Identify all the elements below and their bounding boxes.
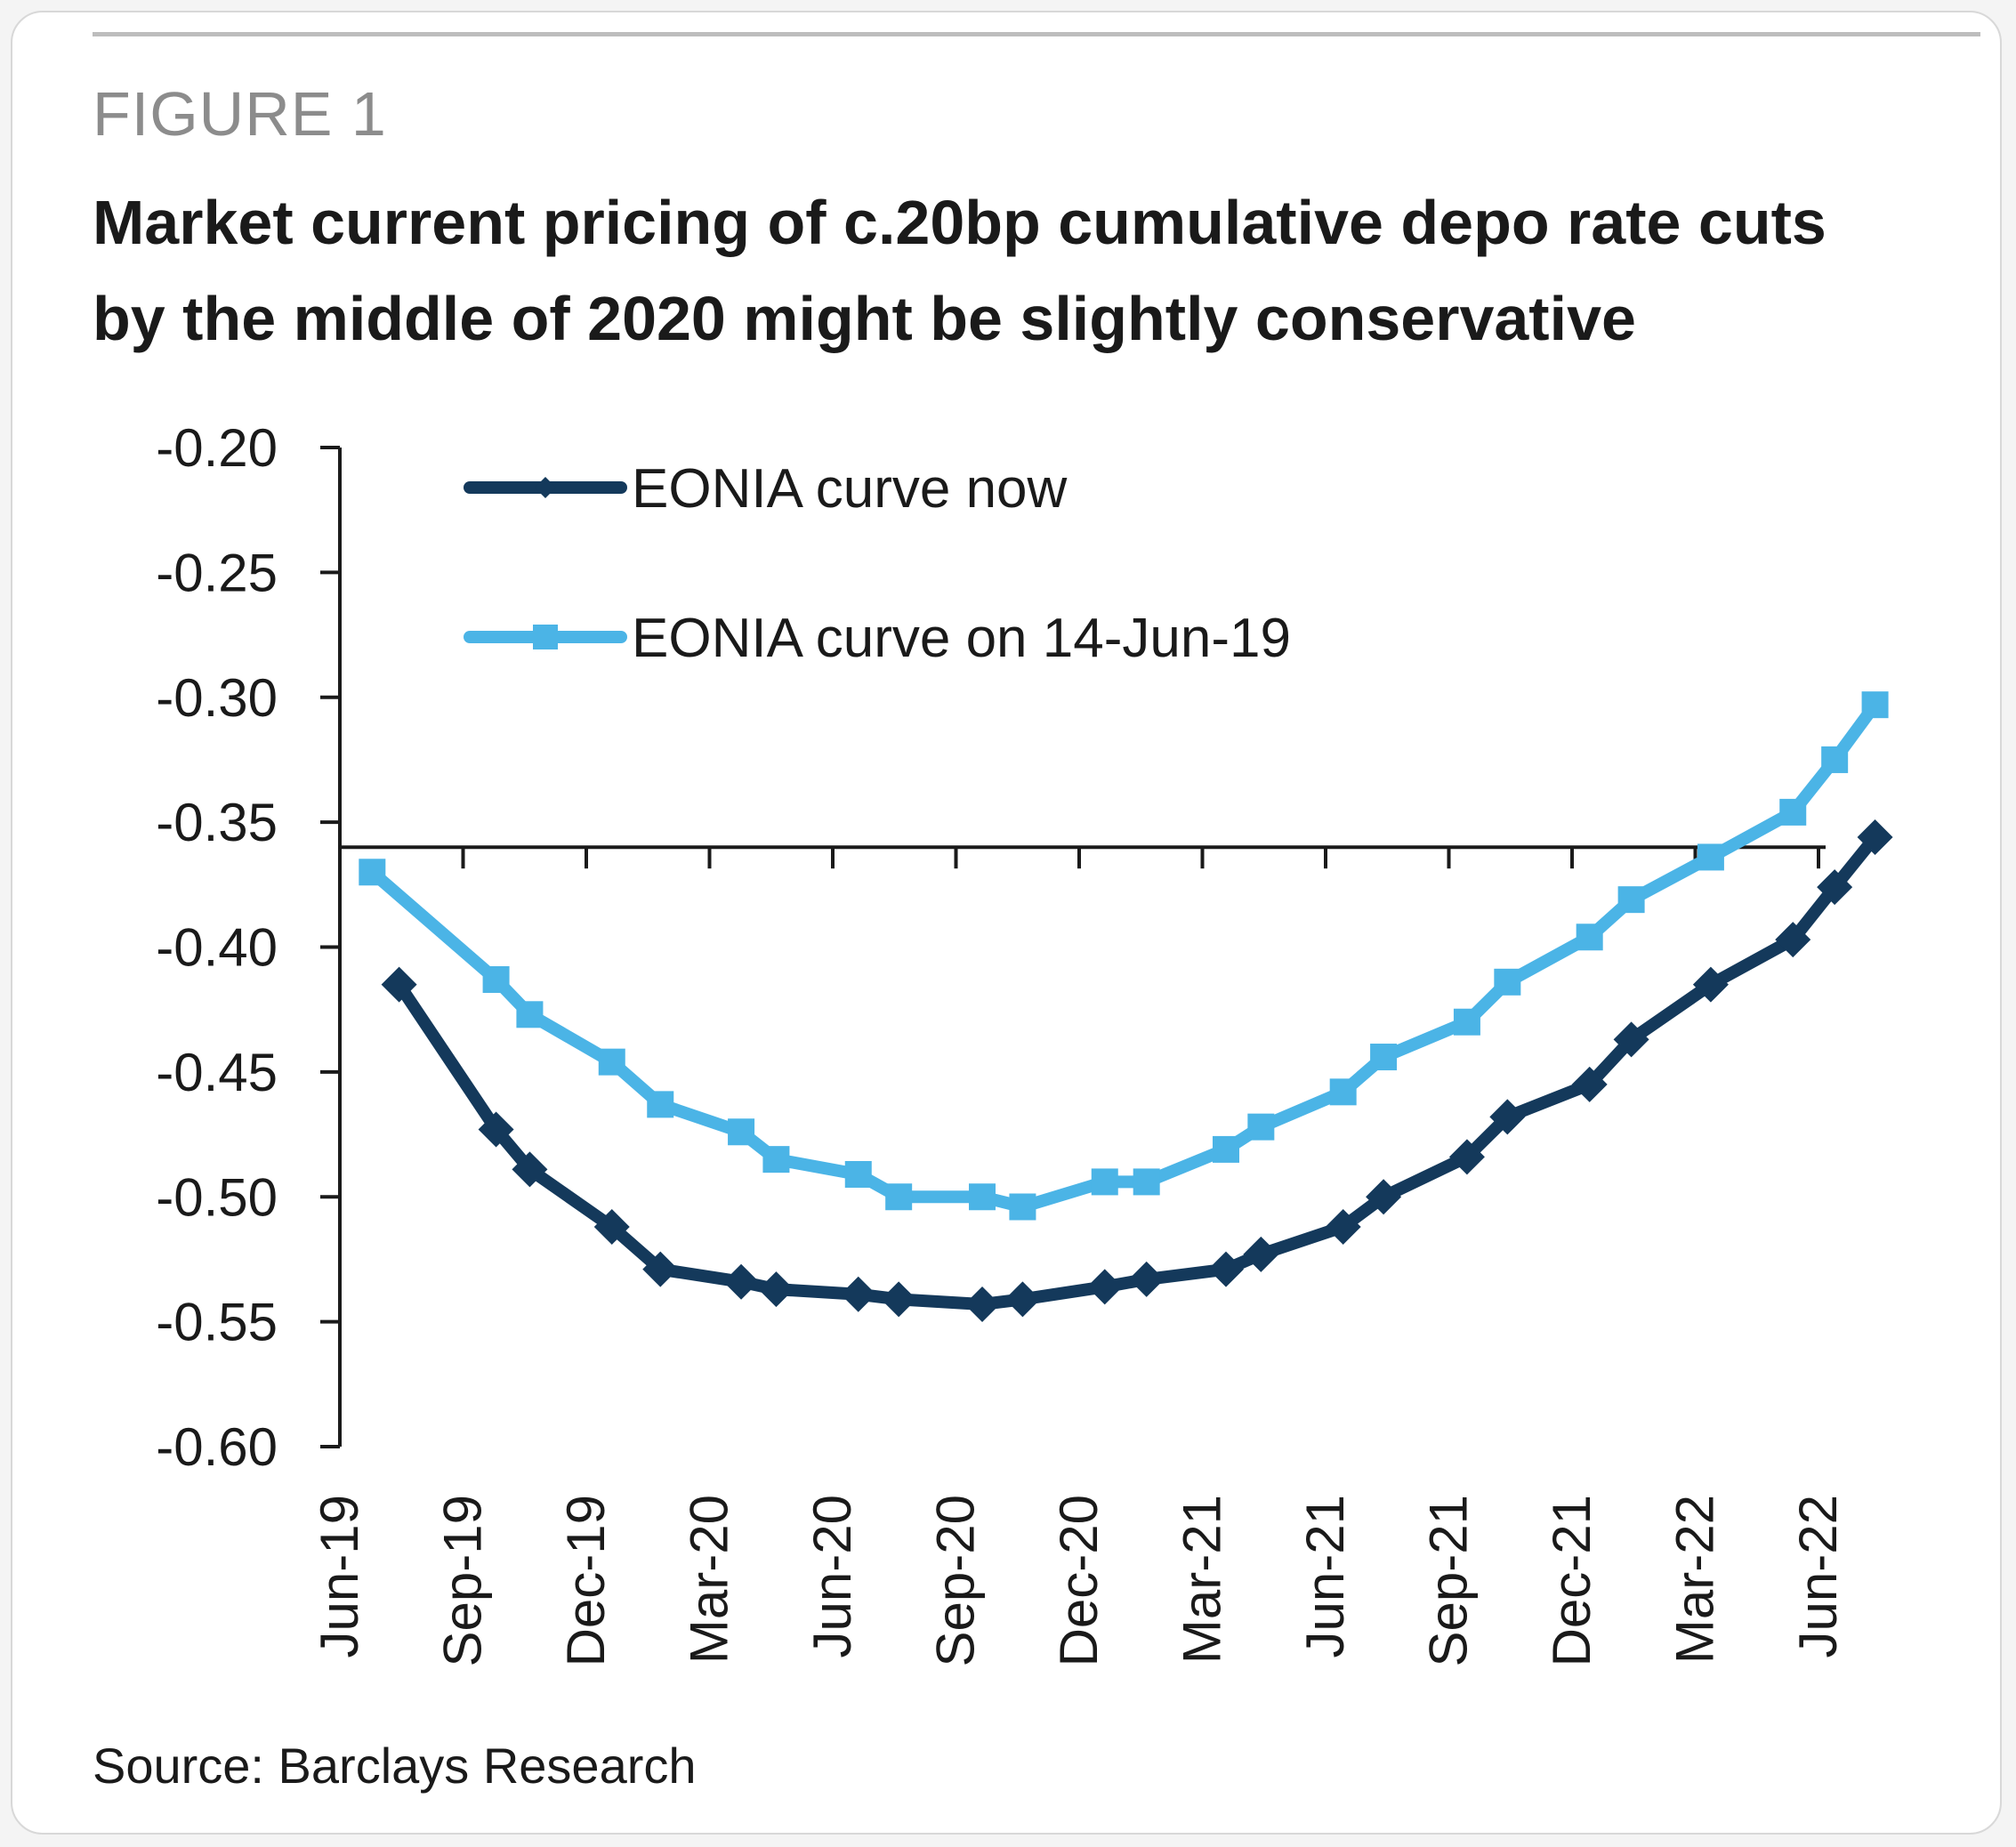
legend-item: EONIA curve on 14-Jun-19: [464, 608, 1291, 669]
legend-label: EONIA curve now: [632, 458, 1068, 520]
x-tick-label: Jun-21: [1295, 1495, 1355, 1657]
data-point: [1821, 746, 1849, 773]
figure-label: FIGURE 1: [93, 79, 387, 149]
data-point: [762, 1146, 790, 1174]
data-point: [593, 1208, 630, 1245]
y-tick-label: -0.60: [156, 1417, 278, 1477]
data-point: [728, 1118, 755, 1146]
data-point: [1325, 1208, 1361, 1245]
data-point: [359, 859, 386, 886]
data-point: [1009, 1193, 1036, 1221]
x-tick-label: Dec-21: [1542, 1495, 1601, 1666]
x-tick-label: Jun-22: [1788, 1495, 1848, 1657]
data-point: [1857, 819, 1893, 855]
x-tick-label: Sep-20: [926, 1495, 986, 1666]
data-point: [478, 1111, 514, 1148]
data-point: [969, 1183, 996, 1211]
data-point: [1133, 1168, 1160, 1196]
data-point: [1448, 1139, 1485, 1175]
x-axis: Jun-19 Sep-19 Dec-19 Mar-20 Jun-20 Sep-20 Dec-…: [310, 845, 1848, 1666]
chart-title: Market current pricing of c.20bp cumulat…: [93, 174, 1979, 367]
series-group: [359, 691, 1893, 1322]
y-tick-label: -0.50: [156, 1167, 278, 1227]
series-now: [381, 819, 1893, 1322]
data-point: [1494, 968, 1521, 996]
chart-title-line-1: Market current pricing of c.20bp cumulat…: [93, 188, 1826, 257]
data-point: [1692, 966, 1729, 1003]
figure-card: [11, 11, 2002, 1835]
data-point: [1366, 1179, 1402, 1215]
x-tick-label: Dec-20: [1049, 1495, 1109, 1666]
legend-label: EONIA curve on 14-Jun-19: [632, 608, 1291, 669]
chart-title-line-2: by the middle of 2020 might be slightly …: [93, 284, 1636, 353]
data-point: [516, 1001, 544, 1028]
data-point: [1086, 1269, 1123, 1305]
data-point: [885, 1183, 913, 1211]
data-point: [1779, 798, 1807, 826]
x-tick-label: Mar-21: [1173, 1495, 1232, 1664]
x-tick-label: Sep-21: [1419, 1495, 1479, 1666]
data-point: [1091, 1168, 1118, 1196]
legend-marker: [535, 477, 556, 498]
y-tick-label: -0.30: [156, 668, 278, 728]
data-point: [1775, 922, 1811, 958]
source-note: Source: Barclays Research: [93, 1738, 697, 1794]
y-tick-label: -0.45: [156, 1043, 278, 1102]
x-tick-label: Sep-19: [433, 1495, 493, 1666]
data-point: [642, 1251, 679, 1287]
x-tick-label: Mar-20: [680, 1495, 739, 1664]
data-point: [758, 1271, 794, 1308]
data-point: [647, 1091, 674, 1118]
data-point: [1697, 843, 1724, 871]
x-tick-label: Jun-19: [310, 1495, 369, 1657]
y-tick-label: -0.55: [156, 1293, 278, 1352]
data-point: [723, 1263, 760, 1300]
data-point: [1613, 1021, 1649, 1058]
data-point: [598, 1048, 625, 1076]
data-point: [1861, 691, 1889, 719]
data-point: [1247, 1113, 1275, 1141]
data-point: [1370, 1044, 1398, 1071]
data-point: [840, 1276, 876, 1312]
data-point: [1817, 869, 1853, 906]
legend-marker: [533, 625, 558, 649]
y-tick-label: -0.35: [156, 793, 278, 852]
data-point: [1329, 1078, 1357, 1106]
data-point: [1617, 886, 1645, 914]
data-point: [1453, 1008, 1480, 1036]
legend-item: EONIA curve now: [464, 458, 1068, 520]
data-point: [964, 1286, 1001, 1322]
data-point: [1243, 1236, 1279, 1272]
data-point: [1571, 1066, 1608, 1102]
legend: EONIA curve now EONIA curve on 14-Jun-19: [464, 458, 1291, 669]
x-tick-label: Mar-22: [1665, 1495, 1725, 1664]
data-point: [482, 965, 510, 993]
data-point: [1004, 1281, 1041, 1318]
series-past: [359, 691, 1889, 1221]
data-point: [381, 966, 417, 1003]
x-tick-label: Dec-19: [556, 1495, 616, 1666]
x-tick-label: Jun-20: [802, 1495, 862, 1657]
data-point: [1576, 924, 1603, 951]
y-tick-label: -0.40: [156, 918, 278, 978]
series-line: [366, 698, 1882, 1214]
top-rule: [93, 32, 1980, 36]
data-point: [512, 1151, 548, 1188]
data-point: [881, 1281, 917, 1318]
data-point: [1489, 1099, 1526, 1135]
y-axis: -0.20 -0.25 -0.30 -0.35 -0.40 -0.45 -0.50 -0.55…: [156, 418, 342, 1477]
data-point: [1212, 1135, 1239, 1163]
data-point: [1128, 1261, 1165, 1297]
y-tick-label: -0.20: [156, 418, 278, 478]
y-tick-label: -0.25: [156, 543, 278, 602]
data-point: [844, 1160, 872, 1188]
data-point: [1207, 1251, 1244, 1287]
